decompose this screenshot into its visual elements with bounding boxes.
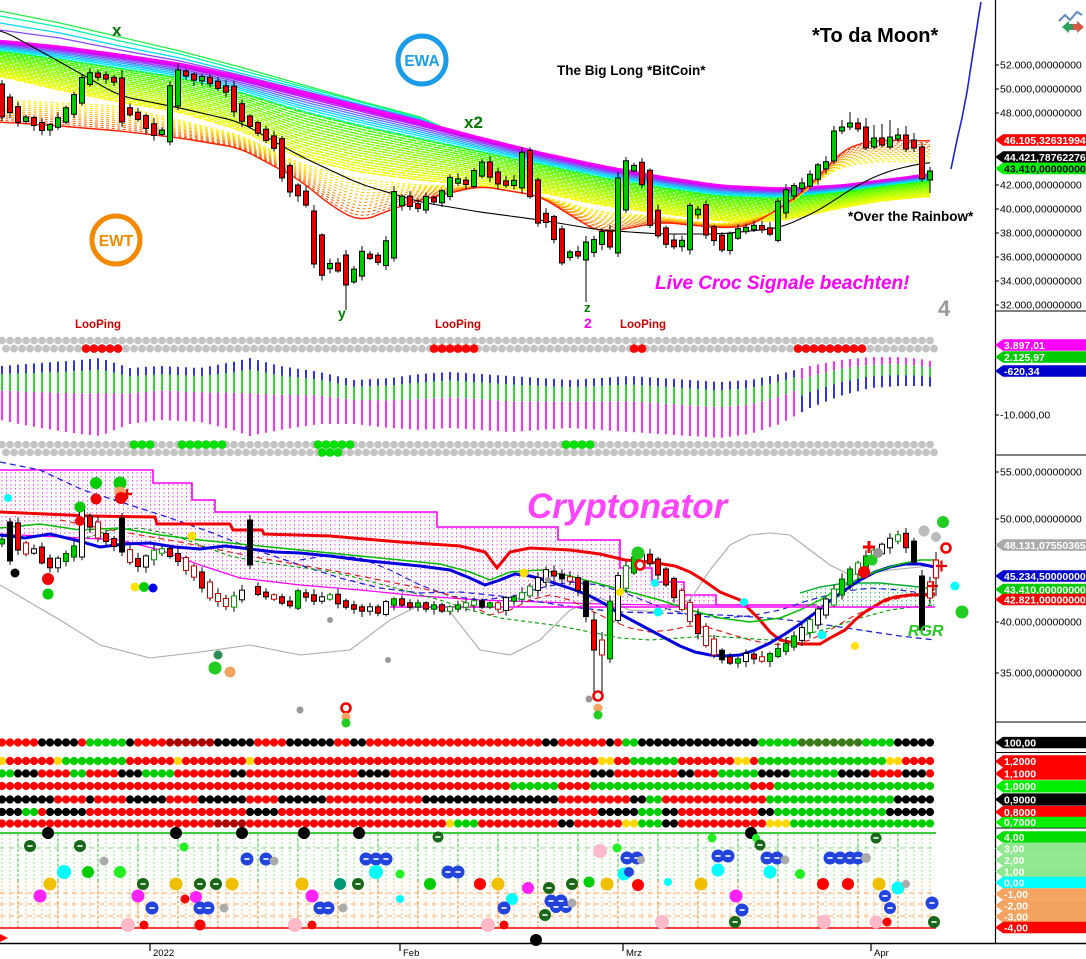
svg-text:0,7000: 0,7000 [1004,817,1036,829]
svg-text:EWA: EWA [404,53,439,70]
svg-text:46.105,32631994: 46.105,32631994 [1004,135,1086,147]
svg-text:48.131,07550365: 48.131,07550365 [1004,540,1086,552]
svg-text:0,9000: 0,9000 [1004,794,1036,806]
svg-text:48.000,00000000: 48.000,00000000 [1000,108,1082,120]
svg-text:-1,00: -1,00 [1004,889,1028,901]
svg-text:0,00: 0,00 [1004,877,1025,889]
svg-text:4,00: 4,00 [1004,832,1025,844]
svg-text:4: 4 [938,296,951,321]
svg-text:40.000,00000000: 40.000,00000000 [1000,617,1082,629]
svg-text:2.125,97: 2.125,97 [1004,352,1045,364]
svg-text:RGR: RGR [908,623,944,640]
svg-text:1,0000: 1,0000 [1004,781,1036,793]
svg-text:EWT: EWT [99,233,134,250]
svg-text:LooPing: LooPing [435,319,481,331]
svg-text:Cryptonator: Cryptonator [527,487,730,526]
svg-text:1,00: 1,00 [1004,866,1025,878]
svg-text:0,8000: 0,8000 [1004,807,1036,819]
svg-text:*Over the Rainbow*: *Over the Rainbow* [848,209,974,224]
svg-text:3.897,01: 3.897,01 [1004,340,1045,352]
svg-text:43.410,00000000: 43.410,00000000 [1004,584,1086,596]
svg-text:38.000,00000000: 38.000,00000000 [1000,228,1082,240]
svg-text:40.000,00000000: 40.000,00000000 [1000,204,1082,216]
svg-text:*To da Moon*: *To da Moon* [812,25,938,47]
svg-text:42.821,00000000: 42.821,00000000 [1004,594,1086,606]
svg-text:-620,34: -620,34 [1004,366,1040,378]
svg-text:45.234,50000000: 45.234,50000000 [1004,571,1086,583]
svg-text:-2,00: -2,00 [1004,900,1028,912]
svg-text:y: y [338,305,346,321]
svg-text:3,00: 3,00 [1004,843,1025,855]
svg-text:32.000,00000000: 32.000,00000000 [1000,300,1082,312]
svg-text:x: x [112,21,122,40]
svg-text:-3,00: -3,00 [1004,911,1028,923]
svg-text:52.000,00000000: 52.000,00000000 [1000,60,1082,72]
svg-text:50.000,00000000: 50.000,00000000 [1000,514,1082,526]
svg-text:LooPing: LooPing [620,319,666,331]
svg-text:The Big Long *BitCoin*: The Big Long *BitCoin* [557,63,706,78]
svg-text:Live Croc Signale beachten!: Live Croc Signale beachten! [655,273,909,294]
svg-text:1,1000: 1,1000 [1004,768,1036,780]
svg-text:55.000,00000000: 55.000,00000000 [1000,467,1082,479]
svg-text:36.000,00000000: 36.000,00000000 [1000,252,1082,264]
svg-text:35.000,00000000: 35.000,00000000 [1000,668,1082,680]
svg-text:2: 2 [584,315,592,331]
svg-text:1,2000: 1,2000 [1004,756,1036,768]
svg-text:Feb: Feb [403,948,419,959]
svg-text:-4,00: -4,00 [1004,922,1028,934]
svg-text:x2: x2 [464,113,483,132]
svg-text:2,00: 2,00 [1004,855,1025,867]
svg-text:43.410,00000000: 43.410,00000000 [1004,163,1086,175]
svg-text:-10.000,00: -10.000,00 [1000,410,1050,422]
svg-text:100,00: 100,00 [1004,737,1036,749]
svg-text:44.421,78762276: 44.421,78762276 [1004,152,1086,164]
svg-text:34.000,00000000: 34.000,00000000 [1000,276,1082,288]
svg-text:z: z [584,300,591,315]
svg-text:42.000,00000000: 42.000,00000000 [1000,180,1082,192]
svg-text:2022: 2022 [153,948,174,959]
svg-text:50.000,00000000: 50.000,00000000 [1000,84,1082,96]
svg-text:LooPing: LooPing [75,319,121,331]
svg-text:Apr: Apr [874,948,889,959]
svg-text:Mrz: Mrz [626,948,642,959]
